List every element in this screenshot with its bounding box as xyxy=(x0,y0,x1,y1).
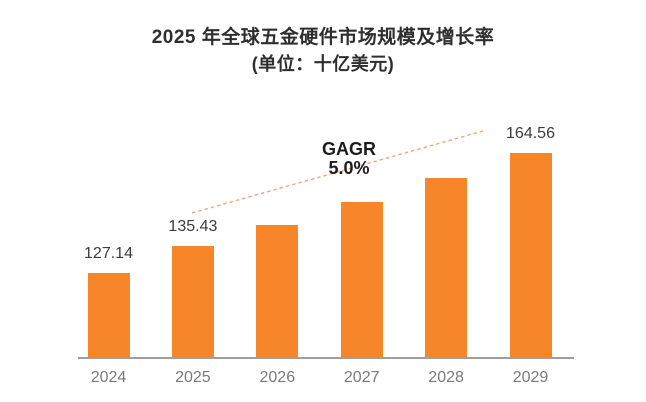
x-axis-label-2028: 2028 xyxy=(428,369,464,386)
bar-2029 xyxy=(509,153,552,358)
cagr-annotation-line1: GAGR xyxy=(322,139,376,159)
x-axis-label-2029: 2029 xyxy=(512,369,549,386)
x-axis-label-2027: 2027 xyxy=(343,369,380,386)
x-axis-line xyxy=(78,357,574,359)
chart-title: 2025 年全球五金硬件市场规模及增长率 xyxy=(151,27,495,48)
x-axis-label-2024: 2024 xyxy=(90,369,127,386)
bar-value-label-2024: 127.14 xyxy=(84,245,133,262)
chart-subtitle: (单位：十亿美元) xyxy=(251,54,395,74)
x-axis-label-2025: 2025 xyxy=(175,369,211,386)
bar-2024 xyxy=(87,273,130,358)
bar-value-label-2029: 164.56 xyxy=(506,125,555,142)
bar-2027 xyxy=(340,202,383,358)
bar-2025 xyxy=(171,246,214,358)
x-axis-label-2026: 2026 xyxy=(259,369,296,386)
bar-value-label-2025: 135.43 xyxy=(168,218,218,235)
cagr-annotation: GAGR 5.0% xyxy=(289,140,409,178)
bar-2026 xyxy=(256,225,299,358)
bar-2028 xyxy=(425,178,468,358)
cagr-annotation-line2: 5.0% xyxy=(328,158,370,178)
